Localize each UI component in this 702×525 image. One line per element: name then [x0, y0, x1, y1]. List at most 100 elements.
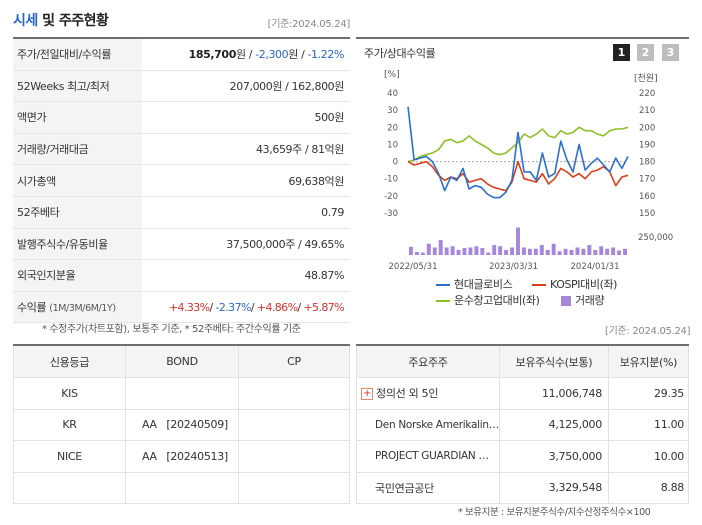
rating-cp — [238, 471, 350, 504]
legend-swatch-2 — [436, 300, 450, 302]
expand-plus-icon[interactable]: + — [361, 388, 373, 401]
return-3m: -2.37% — [215, 300, 252, 314]
holder-row: 국민연금공단 3,329,548 8.88 — [356, 471, 690, 504]
rating-row: KR AA [20240509] — [13, 408, 350, 441]
base-date: [기준:2024.05.24] — [267, 19, 351, 30]
legend-item-1: KOSPI대비(좌) — [532, 276, 617, 292]
x-tick-label: 2024/01/31 — [571, 262, 620, 272]
holders-header-name: 주요주주 — [356, 344, 500, 378]
legend-swatch-3 — [561, 296, 571, 306]
returns-label-sub: (1M/3M/6M/1Y) — [49, 303, 116, 315]
holder-pct: 10.00 — [607, 440, 690, 473]
par-label: 액면가 — [13, 101, 142, 134]
holder-shares: 11,006,748 — [498, 377, 609, 410]
left-tick-label: 30 — [387, 106, 398, 116]
holder-pct: 29.35 — [607, 377, 690, 410]
rating-agency: KR — [13, 408, 126, 441]
rating-table: 신용등급 BOND CP KIS KR AA [20240509] NICE A… — [13, 344, 350, 504]
rating-bond: AA [20240509] — [125, 408, 239, 441]
chart-tab-2[interactable]: 2 — [637, 44, 654, 61]
shares-label: 발행주식수/유동비율 — [13, 228, 142, 261]
legend-swatch-1 — [532, 284, 546, 286]
quote-row-beta: 52주베타 0.79 — [13, 196, 350, 229]
right-axis: 220 210 200 190 180 170 160 150 — [639, 89, 655, 219]
right-tick-label: 220 — [639, 89, 655, 99]
volume-bar — [533, 248, 538, 255]
volume-bar — [492, 245, 497, 255]
volume-bar — [521, 247, 526, 255]
volume-bar — [432, 247, 437, 255]
holder-name: 정의선 외 5인 — [376, 387, 439, 401]
par-value: 500원 — [142, 101, 350, 134]
volume-tick: 250,000 — [638, 233, 673, 243]
quote-row-mcap: 시가총액 69,638억원 — [13, 164, 350, 197]
52w-label: 52Weeks 최고/최저 — [13, 70, 142, 103]
rating-cp — [238, 440, 350, 473]
holders-header-pct: 보유지분(%) — [607, 344, 690, 378]
mcap-value: 69,638억원 — [142, 164, 350, 197]
volume-bar — [569, 250, 574, 255]
left-tick-label: 10 — [387, 140, 398, 150]
holder-row: + 정의선 외 5인 11,006,748 29.35 — [356, 377, 690, 410]
price-return: -1.22% — [307, 48, 344, 62]
volume-bar — [575, 247, 580, 255]
left-tick-label: 40 — [387, 89, 398, 99]
shareholders-table: 주요주주 보유주식수(보통) 보유지분(%) + 정의선 외 5인 11,006,… — [356, 344, 690, 504]
volume-bar — [557, 251, 562, 255]
volume-bar — [504, 250, 509, 255]
holder-shares: 3,329,548 — [498, 471, 609, 504]
volume-bar — [409, 246, 413, 255]
rating-agency: NICE — [13, 440, 126, 473]
rating-agency: KIS — [13, 377, 126, 410]
holder-shares: 3,750,000 — [498, 440, 609, 473]
x-tick-label: 2022/05/31 — [389, 262, 438, 272]
legend-label-2: 운수창고업대비(좌) — [454, 294, 540, 307]
holder-row: PROJECT GUARDIAN … 3,750,000 10.00 — [356, 440, 690, 473]
legend-label-1: KOSPI대비(좌) — [550, 278, 618, 291]
chart-tab-1[interactable]: 1 — [613, 44, 630, 61]
volume-bar — [587, 245, 592, 255]
series-line-0 — [407, 106, 629, 199]
series-lines — [407, 106, 629, 199]
volume-bar — [623, 248, 627, 255]
beta-value: 0.79 — [142, 196, 350, 229]
change-unit: 원 / — [288, 48, 308, 62]
mcap-label: 시가총액 — [13, 164, 142, 197]
chart-tab-3[interactable]: 3 — [662, 44, 679, 61]
rating-agency — [13, 471, 126, 504]
return-1m: +4.33% — [168, 300, 210, 314]
volume-label: 거래량/거래대금 — [13, 133, 142, 166]
volume-bar — [605, 248, 610, 255]
price-label: 주가/전일대비/수익률 — [13, 36, 142, 71]
right-axis-unit: [천원] — [634, 73, 658, 84]
volume-bar — [438, 240, 443, 255]
returns-label-main: 수익률 — [17, 301, 47, 315]
title-rest: 및 주주현황 — [37, 13, 109, 29]
volume-bar — [516, 227, 520, 255]
chart-title: 주가/상대수익률 — [364, 47, 436, 60]
volume-bar — [444, 247, 449, 255]
holder-name-cell: + 정의선 외 5인 — [356, 377, 500, 410]
series-line-2 — [407, 126, 629, 163]
rating-row — [13, 471, 350, 504]
quote-row-shares: 발행주식수/유동비율 37,500,000주 / 49.65% — [13, 228, 350, 261]
foreign-label: 외국인지분율 — [13, 259, 142, 292]
right-tick-label: 200 — [639, 123, 655, 133]
rating-cp — [238, 408, 350, 441]
price-value: 185,700원 / -2,300원 / -1.22% — [142, 36, 350, 71]
volume-bar — [462, 248, 467, 255]
legend-swatch-0 — [436, 284, 450, 286]
quote-row-volume: 거래량/거래대금 43,659주 / 81억원 — [13, 133, 350, 166]
price-chart: [%] [천원] 40 30 20 10 0 -10 -20 -30 220 210 200 190… — [384, 70, 673, 272]
volume-bar — [599, 246, 604, 255]
right-tick-label: 160 — [639, 192, 655, 202]
right-tick-label: 190 — [639, 140, 655, 150]
volume-bar — [617, 250, 622, 255]
volume-bar — [426, 243, 431, 255]
legend-item-3: 거래량 — [561, 292, 605, 308]
foreign-value: 48.87% — [142, 259, 350, 292]
volume-bar — [498, 246, 503, 255]
price-unit: 원 / — [235, 48, 256, 62]
volume-bar — [486, 252, 491, 255]
sep3: / — [297, 300, 304, 314]
